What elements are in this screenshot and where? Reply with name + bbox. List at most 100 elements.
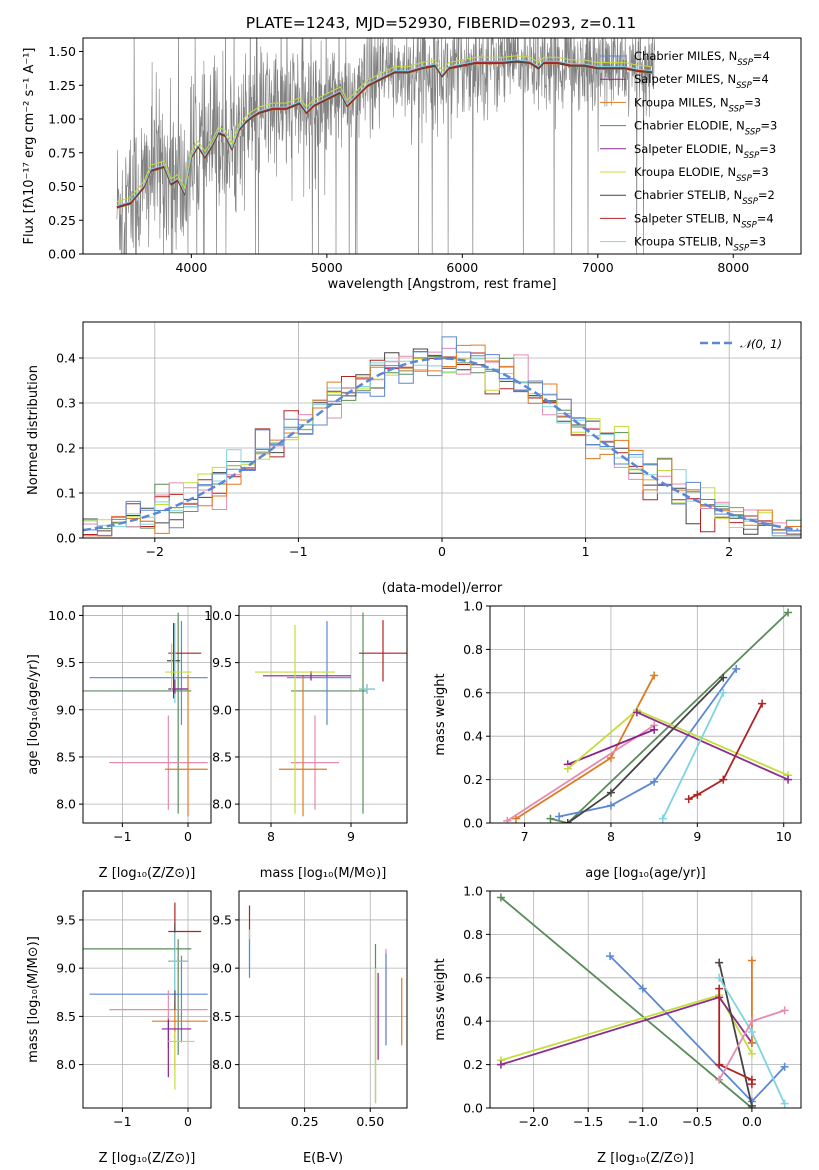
- legend-label: Salpeter STELIB, NSSP=4: [634, 211, 774, 230]
- mass_weight_vs_age-series-4: [506, 724, 655, 822]
- mass_vs_EBV-x-tick-label: 0.50: [356, 1114, 384, 1129]
- mass_weight_vs_age-marker: [503, 816, 512, 823]
- spectrum-x-tick-label: 6000: [446, 260, 478, 275]
- age_vs_mass-y-tick-label: 8.5: [212, 749, 232, 764]
- mass_weight_vs_Z-marker: [715, 984, 724, 993]
- mass_weight_vs_Z-y-tick-label: 0.8: [463, 927, 483, 942]
- residuals-x-axis-label: (data-model)/error: [382, 581, 503, 596]
- mass_weight_vs_age-marker: [650, 671, 659, 680]
- legend-label: Kroupa STELIB, NSSP=3: [634, 235, 766, 254]
- mass_weight_vs_Z-x-tick-label: −1.0: [628, 1114, 658, 1129]
- legend-label-normal: 𝒩(0, 1): [740, 337, 782, 351]
- mass_weight_vs_age-marker: [693, 790, 702, 799]
- mass_weight_vs_age-x-tick-label: 7: [521, 829, 529, 844]
- mass_weight_vs_Z-series-4: [500, 996, 753, 1066]
- mass_vs_Z-frame: [82, 890, 212, 1109]
- age_vs_Z-x-tick-label: 0: [184, 829, 192, 844]
- age_vs_mass-y-tick-label: 9.0: [212, 702, 232, 717]
- mass_weight_vs_age-marker: [632, 708, 641, 717]
- mass_vs_Z-plot-area: [83, 891, 211, 1108]
- mass_weight_vs_Z-marker: [715, 1075, 724, 1084]
- mass_weight_vs_age-y-axis-label: mass weight: [433, 673, 448, 755]
- mass_weight_vs_age-marker: [546, 814, 555, 823]
- mass_weight_vs_Z-marker: [780, 1062, 789, 1071]
- model-spectrum-line-6: [116, 55, 653, 203]
- residuals-y-tick-label: 0.1: [56, 486, 76, 501]
- mass_weight_vs_Z-marker: [780, 1099, 789, 1108]
- mass_weight_vs_age-series-1: [550, 611, 789, 823]
- age_vs_mass-x-tick-label: 9: [347, 829, 355, 844]
- spectrum-plot-area: [116, 38, 655, 254]
- mass_weight_vs_age-marker: [719, 775, 728, 784]
- spectrum-y-tick-label: 1.25: [48, 78, 76, 93]
- mass_vs_EBV-y-tick-label: 8.0: [212, 1057, 232, 1072]
- mass_weight_vs_age-y-tick-label: 0.0: [463, 816, 483, 831]
- mass_weight_vs_age-marker: [658, 814, 667, 823]
- mass_weight_vs_age-marker: [606, 753, 615, 762]
- mass_weight_vs_age-y-tick-label: 1.0: [463, 599, 483, 614]
- mass_weight_vs_Z-y-tick-label: 1.0: [463, 884, 483, 899]
- age_vs_mass-x-axis-label: mass [log₁₀(M/M⊙)]: [260, 866, 387, 881]
- mass_vs_EBV-y-tick-label: 9.5: [212, 912, 232, 927]
- spectrum-y-tick-label: 0.00: [48, 247, 76, 262]
- age_vs_Z-plot-area: [83, 606, 211, 823]
- residuals-x-tick-label: −2: [146, 544, 164, 559]
- mass_weight_vs_Z-marker: [496, 1060, 505, 1069]
- age_vs_Z-x-axis-label: Z [log₁₀(Z/Z⊙)]: [99, 866, 196, 881]
- mass_weight_vs_Z-x-tick-label: −2.0: [518, 1114, 548, 1129]
- age_vs_Z-y-axis-label: age [log₁₀(age/yr)]: [26, 654, 41, 775]
- mass_weight_vs_age-x-tick-label: 8: [607, 829, 615, 844]
- mass_vs_Z-y-tick-label: 9.5: [56, 912, 76, 927]
- mass_weight_vs_Z-y-tick-label: 0.6: [463, 970, 483, 985]
- mass_weight_vs_Z-marker: [747, 1028, 756, 1037]
- mass_vs_EBV-plot-area: [239, 891, 407, 1108]
- mass_weight_vs_Z-x-axis-label: Z [log₁₀(Z/Z⊙)]: [597, 1151, 694, 1166]
- mass_weight_vs_age-series-10: [661, 692, 725, 820]
- spectrum-y-tick-label: 0.75: [48, 145, 76, 160]
- mass_vs_Z-x-axis-label: Z [log₁₀(Z/Z⊙)]: [99, 1151, 196, 1166]
- model-spectrum-line-9: [116, 59, 653, 207]
- mass_weight_vs_age-marker: [719, 688, 728, 697]
- mass_weight_vs_age-series-7: [636, 711, 789, 781]
- age_vs_mass-plot-area: [239, 606, 407, 823]
- mass_weight_vs_Z-marker: [606, 952, 615, 961]
- residuals-y-tick-label: 0.0: [56, 531, 76, 546]
- mass_weight_vs_Z-marker: [638, 984, 647, 993]
- mass_weight_vs_Z-marker: [496, 893, 505, 902]
- mass_weight_vs_age-marker: [650, 725, 659, 734]
- age_vs_mass-y-tick-label: 10.0: [204, 608, 232, 623]
- mass_weight_vs_Z-x-tick-label: −0.5: [682, 1114, 712, 1129]
- mass_vs_Z-y-axis-label: mass [log₁₀(M/M⊙)]: [26, 936, 41, 1063]
- mass_weight_vs_age-marker: [606, 801, 615, 810]
- mass_weight_vs_age-marker: [606, 788, 615, 797]
- legend-label: Kroupa ELODIE, NSSP=3: [634, 165, 769, 184]
- mass_weight_vs_age-series-3: [515, 674, 655, 820]
- mass_weight_vs_Z-marker: [747, 1038, 756, 1047]
- spectrum-y-tick-label: 0.50: [48, 179, 76, 194]
- spectrum-x-tick-label: 8000: [717, 260, 749, 275]
- age_vs_mass-y-tick-label: 8.0: [212, 797, 232, 812]
- age_vs_Z-y-tick-label: 8.0: [56, 797, 76, 812]
- mass_weight_vs_Z-marker: [747, 1101, 756, 1108]
- residuals-y-tick-label: 0.4: [56, 351, 76, 366]
- mass_weight_vs_Z-x-tick-label: 0.0: [742, 1114, 762, 1129]
- mass_vs_Z-y-tick-label: 8.5: [56, 1009, 76, 1024]
- spectrum-y-tick-label: 1.00: [48, 112, 76, 127]
- age_vs_Z-x-tick-label: −1: [113, 829, 131, 844]
- mass_weight_vs_age-y-tick-label: 0.2: [463, 772, 483, 787]
- residual-histogram-8: [83, 336, 801, 538]
- mass_weight_vs_age-y-tick-label: 0.6: [463, 685, 483, 700]
- mass_vs_EBV-x-axis-label: E(B-V): [303, 1151, 343, 1166]
- mass_weight_vs_age-series-5: [567, 728, 655, 766]
- mass_weight_vs_age-marker: [684, 795, 693, 804]
- residuals-y-tick-label: 0.3: [56, 396, 76, 411]
- mass_weight_vs_age-marker: [719, 673, 728, 682]
- mass_weight_vs_Z-y-axis-label: mass weight: [433, 958, 448, 1040]
- mass_weight_vs_age-x-tick-label: 10: [776, 829, 792, 844]
- age_vs_mass-frame: [238, 605, 408, 824]
- mass_vs_Z-x-tick-label: 0: [184, 1114, 192, 1129]
- residuals-x-tick-label: 1: [582, 544, 590, 559]
- spectrum-x-axis-label: wavelength [Angstrom, rest frame]: [328, 277, 557, 292]
- mass_weight_vs_Z-y-tick-label: 0.0: [463, 1101, 483, 1116]
